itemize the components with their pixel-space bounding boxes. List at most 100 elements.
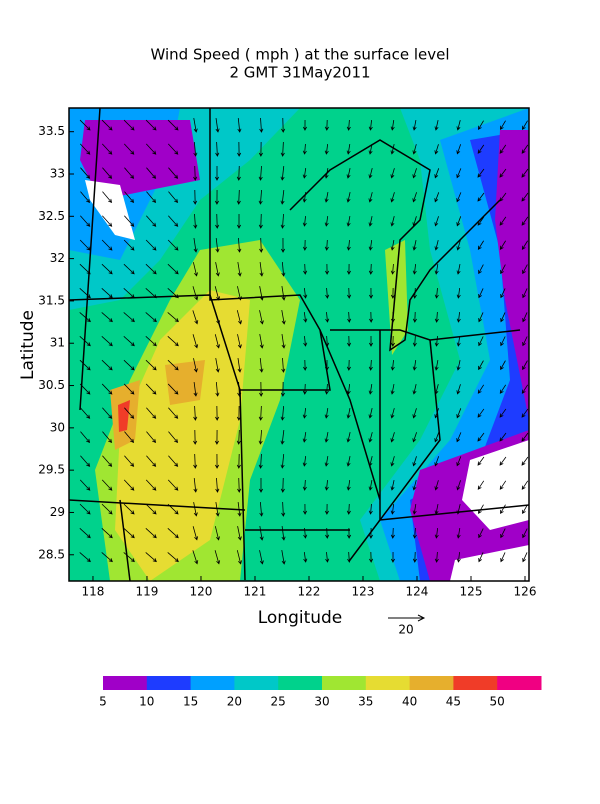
wind-arrow [168, 215, 179, 227]
y-tick-label: 28.5 [38, 547, 65, 561]
wind-arrow [346, 216, 351, 227]
wind-arrow [237, 526, 242, 541]
wind-arrows [79, 117, 529, 565]
wind-arrow [456, 311, 461, 323]
wind-arrow [168, 167, 179, 179]
y-tick-label: 30 [50, 420, 65, 434]
wind-arrow [324, 383, 329, 395]
wind-arrow [215, 118, 220, 133]
wind-arrow [412, 408, 417, 419]
wind-arrow [521, 408, 529, 418]
wind-arrow [101, 312, 113, 323]
wind-arrow [168, 407, 179, 419]
wind-arrow [434, 144, 439, 155]
wind-arrow [281, 334, 286, 349]
wind-arrow [123, 528, 135, 539]
wind-arrow [478, 264, 484, 275]
wind-arrow [477, 384, 485, 394]
wind-arrow [434, 192, 440, 203]
wind-arrow [456, 432, 462, 443]
wind-arrow [346, 168, 351, 179]
x-tick-label: 124 [406, 585, 429, 599]
fill-region [385, 240, 408, 355]
wind-arrow [499, 384, 507, 394]
y-tick-label: 32 [50, 251, 65, 265]
wind-arrow [390, 384, 395, 395]
wind-arrow [478, 552, 484, 563]
wind-arrow [500, 336, 506, 347]
wind-arrow [324, 215, 329, 227]
wind-arrow [390, 240, 395, 251]
wind-arrow [303, 527, 308, 539]
wind-arrow [369, 551, 374, 563]
wind-arrow [281, 526, 286, 541]
wind-arrow [499, 168, 507, 178]
wind-arrow [193, 165, 198, 181]
wind-arrow [101, 552, 113, 563]
wind-arrow [259, 286, 264, 301]
wind-arrow [259, 357, 264, 373]
wind-arrow [325, 263, 330, 275]
wind-arrow [214, 526, 220, 541]
wind-arrow [79, 119, 91, 131]
wind-arrow [324, 168, 329, 179]
x-tick-label: 120 [190, 585, 213, 599]
borders [69, 108, 529, 581]
wind-arrow [280, 405, 285, 421]
wind-arrow [346, 456, 351, 467]
colorbar-label: 10 [139, 695, 154, 709]
wind-arrow [145, 312, 157, 323]
wind-arrow [500, 288, 506, 299]
wind-arrow [368, 456, 373, 467]
wind-arrow [522, 504, 528, 515]
wind-arrow [168, 431, 179, 443]
wind-arrow [101, 528, 113, 539]
wind-arrow [146, 431, 157, 443]
wind-arrow [236, 429, 241, 445]
colorbar-swatch [146, 676, 192, 690]
fill-region [118, 400, 130, 432]
wind-arrow [434, 264, 439, 275]
wind-arrow [324, 119, 329, 131]
wind-arrow [102, 407, 113, 419]
colorbar-label: 30 [314, 695, 329, 709]
wind-arrow [303, 335, 308, 347]
x-tick-label: 122 [298, 585, 321, 599]
wind-arrow [101, 239, 113, 251]
colorbar-swatch [103, 676, 148, 690]
wind-arrow [456, 216, 462, 227]
wind-arrow [477, 192, 485, 202]
wind-arrow [193, 429, 198, 445]
wind-arrow [193, 453, 198, 469]
wind-arrow [500, 504, 506, 515]
wind-arrow [302, 455, 307, 467]
wind-arrow [237, 117, 242, 133]
wind-arrow [390, 551, 396, 563]
wind-arrow [167, 359, 179, 371]
state-border [209, 108, 331, 391]
wind-arrow [368, 503, 373, 515]
wind-arrow [390, 359, 395, 371]
wind-arrow [123, 503, 135, 515]
wind-arrow [237, 358, 242, 373]
wind-arrow [123, 119, 135, 131]
wind-arrow [167, 383, 179, 395]
wind-arrow [214, 334, 220, 349]
wind-arrow [325, 551, 330, 563]
wind-arrow [192, 310, 199, 325]
wind-arrow [302, 239, 307, 251]
wind-arrow [324, 456, 329, 467]
x-tick-label: 121 [244, 585, 267, 599]
wind-arrow [214, 286, 221, 301]
wind-arrow [280, 430, 285, 445]
y-tick-label: 31 [50, 336, 65, 350]
wind-arrow [101, 503, 113, 515]
wind-arrow [390, 263, 395, 275]
wind-arrow [193, 141, 198, 157]
wind-arrow [145, 383, 157, 395]
wind-arrow [521, 240, 528, 250]
wind-arrow [123, 288, 135, 299]
wind-arrow [499, 216, 507, 226]
wind-arrow [167, 288, 179, 299]
wind-arrow [521, 384, 529, 394]
